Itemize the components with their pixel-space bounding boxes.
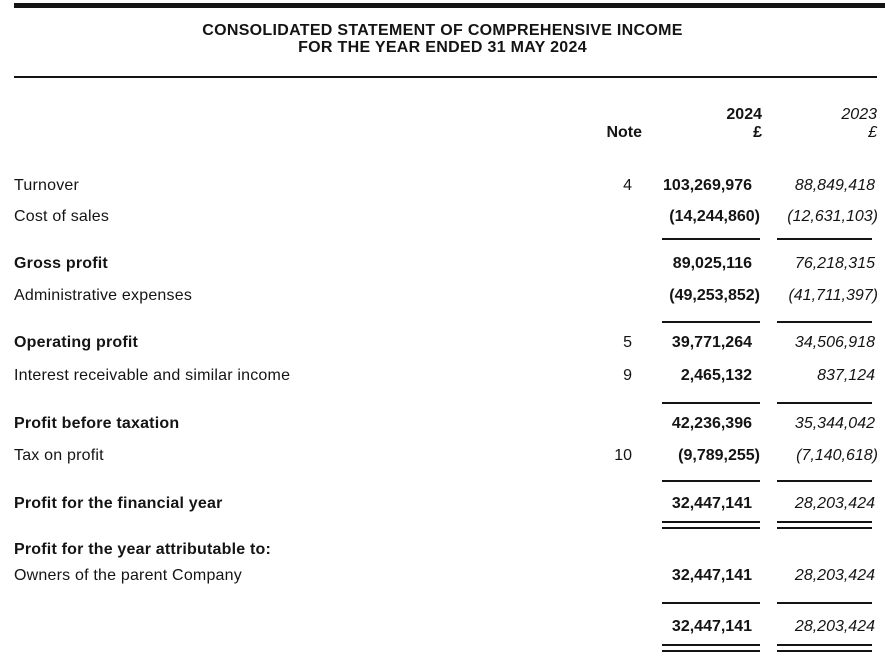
- row-attributable-heading: Profit for the year attributable to:: [0, 540, 885, 560]
- row-label: Profit for the year attributable to:: [14, 541, 271, 558]
- statement-title: CONSOLIDATED STATEMENT OF COMPREHENSIVE …: [202, 22, 683, 39]
- header-divider-rule: [14, 76, 877, 78]
- rule-2024-column: [662, 321, 760, 323]
- currency-symbol-2023: £: [868, 124, 877, 141]
- value-2023: 28,203,424: [794, 495, 875, 512]
- column-header-years: 2024 2023: [0, 105, 885, 125]
- value-2024: 42,236,396: [671, 415, 752, 432]
- subtotal-rule: [0, 402, 885, 412]
- subtotal-rule: [0, 238, 885, 248]
- value-2024: 39,771,264: [671, 334, 752, 351]
- value-2023: 76,218,315: [794, 255, 875, 272]
- row-gross-profit: Gross profit 89,025,116 76,218,315: [0, 254, 885, 274]
- row-label: Tax on profit: [14, 447, 104, 464]
- rule-2024-column: [662, 602, 760, 604]
- row-label: Profit for the financial year: [14, 495, 223, 512]
- row-operating-profit: Operating profit 5 39,771,264 34,506,918: [0, 333, 885, 353]
- rule-2024-column: [662, 238, 760, 240]
- value-2024: 32,447,141: [671, 567, 752, 584]
- value-2023: 28,203,424: [794, 567, 875, 584]
- row-label: Administrative expenses: [14, 287, 193, 304]
- value-2024: (9,789,255): [678, 447, 760, 464]
- rule-2023-column: [777, 321, 872, 323]
- currency-symbol-2024: £: [753, 124, 762, 141]
- double-total-rule: [0, 521, 885, 531]
- row-cost-of-sales: Cost of sales (14,244,860) (12,631,103): [0, 207, 885, 227]
- row-label: Interest receivable and similar income: [14, 367, 291, 384]
- value-2024: (14,244,860): [669, 208, 760, 225]
- row-label: Profit before taxation: [14, 415, 180, 432]
- value-2023: (7,140,618): [796, 447, 878, 464]
- double-total-rule: [0, 644, 885, 654]
- row-turnover: Turnover 4 103,269,976 88,849,418: [0, 176, 885, 196]
- double-rule-2024-column: [662, 644, 760, 652]
- value-2023: 88,849,418: [794, 177, 875, 194]
- value-2023: (12,631,103): [787, 208, 878, 225]
- value-2023: 35,344,042: [794, 415, 875, 432]
- subtotal-rule: [0, 602, 885, 612]
- row-label: Turnover: [14, 177, 80, 194]
- double-rule-2023-column: [777, 644, 872, 652]
- value-2023: 34,506,918: [794, 334, 875, 351]
- rule-2023-column: [777, 480, 872, 482]
- col-header-2023: 2023: [841, 106, 877, 123]
- statement-period: FOR THE YEAR ENDED 31 MAY 2024: [298, 39, 587, 56]
- note-value: 9: [623, 367, 632, 384]
- value-2024: 32,447,141: [671, 495, 752, 512]
- subtotal-rule: [0, 480, 885, 490]
- value-2024: 2,465,132: [680, 367, 752, 384]
- value-2023: 28,203,424: [794, 618, 875, 635]
- row-administrative-expenses: Administrative expenses (49,253,852) (41…: [0, 286, 885, 306]
- note-value: 10: [614, 447, 632, 464]
- note-value: 5: [623, 334, 632, 351]
- double-rule-2023-column: [777, 521, 872, 529]
- note-value: 4: [623, 177, 632, 194]
- rule-2024-column: [662, 480, 760, 482]
- value-2024: 32,447,141: [671, 618, 752, 635]
- subtotal-rule: [0, 321, 885, 331]
- row-label: Operating profit: [14, 334, 139, 351]
- value-2024: 89,025,116: [672, 255, 752, 272]
- row-profit-financial-year: Profit for the financial year 32,447,141…: [0, 494, 885, 514]
- double-rule-2024-column: [662, 521, 760, 529]
- column-header-units: Note £ £: [0, 123, 885, 143]
- value-2024: 103,269,976: [663, 177, 752, 194]
- row-label: Cost of sales: [14, 208, 110, 225]
- col-header-note: Note: [606, 124, 642, 141]
- row-label: Gross profit: [14, 255, 108, 272]
- row-interest-receivable: Interest receivable and similar income 9…: [0, 366, 885, 386]
- row-owners-parent-company: Owners of the parent Company 32,447,141 …: [0, 566, 885, 586]
- row-label: Owners of the parent Company: [14, 567, 242, 584]
- rule-2023-column: [777, 402, 872, 404]
- row-tax-on-profit: Tax on profit 10 (9,789,255) (7,140,618): [0, 446, 885, 466]
- rule-2024-column: [662, 402, 760, 404]
- value-2023: 837,124: [817, 367, 875, 384]
- value-2024: (49,253,852): [669, 287, 760, 304]
- row-attributable-total: 32,447,141 28,203,424: [0, 617, 885, 637]
- rule-2023-column: [777, 238, 872, 240]
- top-border-rule: [14, 3, 885, 8]
- value-2023: (41,711,397): [788, 287, 878, 304]
- row-profit-before-taxation: Profit before taxation 42,236,396 35,344…: [0, 414, 885, 434]
- rule-2023-column: [777, 602, 872, 604]
- statement-title-block: CONSOLIDATED STATEMENT OF COMPREHENSIVE …: [0, 22, 885, 56]
- col-header-2024: 2024: [726, 106, 762, 123]
